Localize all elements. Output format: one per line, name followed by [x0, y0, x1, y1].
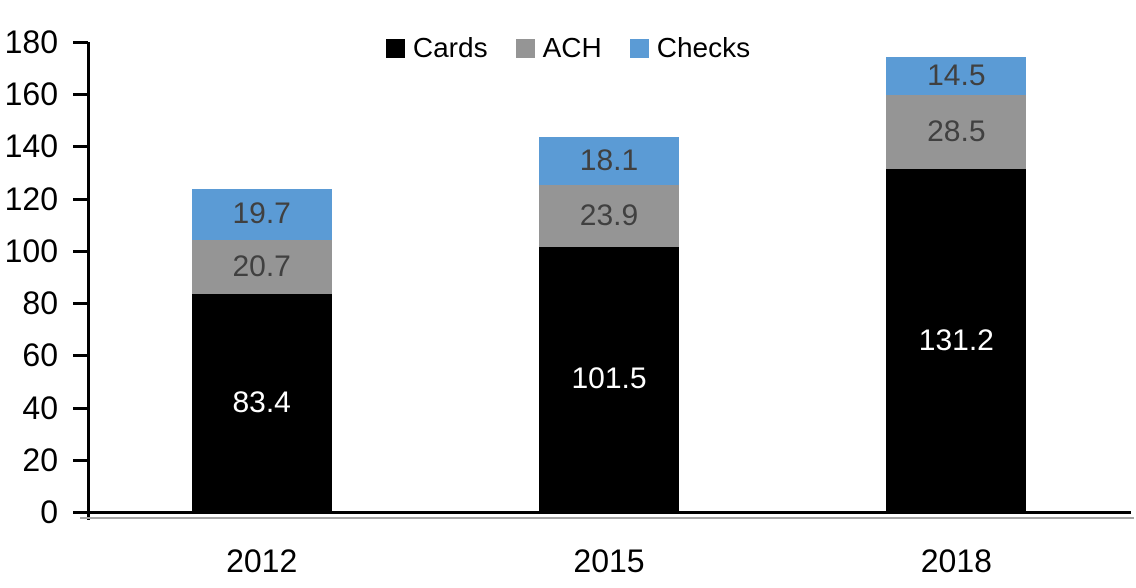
legend-swatch-ach-icon: [515, 38, 535, 58]
y-axis-tick-label: 60: [22, 337, 58, 374]
bar-segment-cards-2018: 131.2: [886, 169, 1027, 512]
y-axis-tick-label: 140: [4, 128, 58, 165]
y-axis-tick: [73, 197, 88, 201]
y-axis-tick-label: 40: [22, 389, 58, 426]
legend-item-ach: ACH: [515, 32, 602, 63]
y-axis-tick-label: 0: [40, 494, 58, 530]
y-axis-tick-label: 80: [22, 285, 58, 322]
value-label: 14.5: [927, 59, 986, 93]
bar-segment-cards-2015: 101.5: [539, 246, 679, 512]
value-label: 23.9: [579, 198, 639, 232]
y-axis-tick-label: 120: [4, 180, 58, 217]
y-axis-tick: [73, 458, 88, 462]
y-axis-tick-label: 100: [4, 232, 58, 269]
bar-segment-checks-2012: 19.7: [191, 188, 332, 241]
bar-2018: 131.2 28.5 14.5: [886, 57, 1027, 512]
value-label: 83.4: [232, 386, 291, 420]
value-label: 101.5: [571, 362, 647, 396]
bar-segment-cards-2012: 83.4: [191, 294, 332, 512]
bar-segment-ach-2012: 20.7: [191, 240, 332, 295]
value-label: 19.7: [232, 197, 291, 231]
y-axis-tick: [73, 249, 88, 253]
y-axis-tick-label: 20: [22, 441, 58, 478]
y-axis-tick: [73, 145, 88, 149]
x-axis-label-2012: 2012: [226, 543, 298, 579]
value-label: 131.2: [918, 323, 994, 357]
y-axis-tick: [73, 406, 88, 410]
bar-segment-checks-2015: 18.1: [539, 137, 679, 185]
bar-2015: 101.5 23.9 18.1: [539, 137, 679, 512]
legend-label: ACH: [542, 32, 602, 63]
value-label: 18.1: [579, 143, 639, 177]
bar-segment-ach-2015: 23.9: [539, 184, 679, 247]
value-label: 28.5: [927, 115, 986, 149]
legend-item-checks: Checks: [629, 32, 751, 63]
legend-swatch-cards-icon: [385, 38, 405, 58]
y-axis-tick: [73, 511, 88, 514]
legend-label: Checks: [656, 32, 751, 63]
y-axis-tick: [73, 93, 88, 97]
x-axis-label-2015: 2015: [573, 543, 645, 579]
value-label: 20.7: [232, 250, 291, 284]
x-axis-subline: [80, 517, 1134, 519]
y-axis-tick-label: 160: [4, 76, 58, 113]
y-axis-tick: [73, 302, 88, 306]
legend: Cards ACH Checks: [0, 33, 1136, 63]
bar-segment-checks-2018: 14.5: [886, 57, 1027, 96]
y-axis-tick: [73, 354, 88, 358]
legend-item-cards: Cards: [385, 32, 488, 63]
y-axis-line: [87, 42, 90, 520]
bar-2012: 83.4 20.7 19.7: [191, 188, 332, 512]
legend-label: Cards: [412, 32, 488, 63]
y-axis-tick-label: 180: [4, 24, 58, 60]
y-axis-tick: [73, 41, 88, 44]
x-axis-line: [87, 511, 1131, 514]
x-axis-label-2018: 2018: [920, 543, 992, 579]
legend-swatch-checks-icon: [629, 38, 649, 58]
bar-segment-ach-2018: 28.5: [886, 95, 1027, 170]
